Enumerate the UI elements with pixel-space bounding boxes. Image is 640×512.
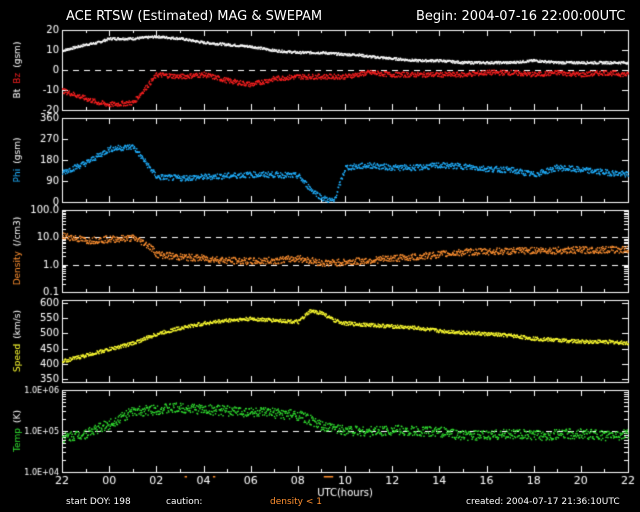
plot-title: ACE RTSW (Estimated) MAG & SWEPAM: [66, 9, 323, 24]
start-doy: start DOY: 198: [66, 497, 131, 507]
begin-timestamp: Begin: 2004-07-16 22:00:00UTC: [416, 9, 626, 24]
caution-label: caution:: [166, 497, 203, 507]
density-caution-note: density < 1: [270, 497, 322, 507]
created-timestamp: created: 2004-07-17 21:36:10UTC: [466, 497, 620, 507]
